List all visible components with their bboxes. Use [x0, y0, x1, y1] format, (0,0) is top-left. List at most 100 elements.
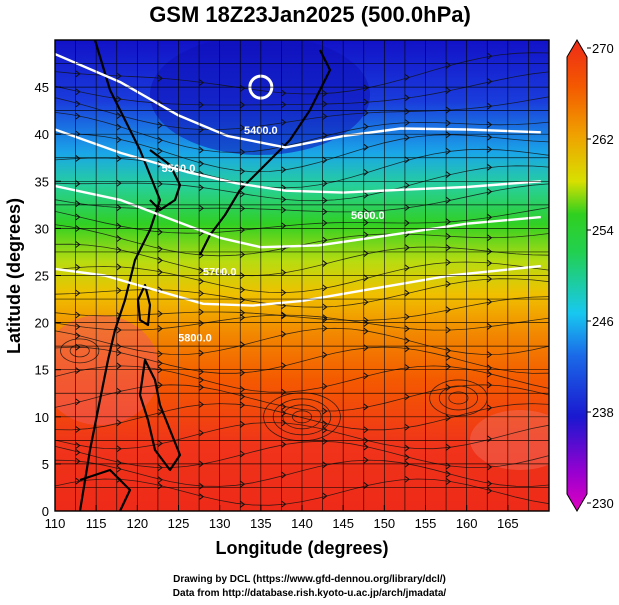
height-contour: [55, 264, 541, 307]
streamline-arrow: [487, 480, 493, 487]
y-tick-label: 45: [35, 80, 49, 95]
streamline-arrow: [116, 287, 122, 294]
coastline-korea: [149, 149, 182, 212]
x-tick-label: 110: [45, 516, 66, 531]
streamline-arrow: [157, 180, 163, 188]
streamline-arrow: [116, 326, 122, 334]
streamline-arrow: [363, 168, 369, 176]
streamline-arrow: [445, 131, 452, 139]
streamline-arrow: [240, 393, 246, 400]
streamline-arrow: [322, 316, 328, 323]
streamline-arrow: [198, 160, 205, 168]
streamline-arrow: [322, 219, 328, 227]
streamline-arrow: [487, 146, 493, 153]
streamline-arrow: [404, 423, 410, 431]
streamline-arrow: [75, 241, 81, 248]
eddy-circulation: [69, 344, 90, 358]
streamline-arrow: [198, 383, 205, 391]
streamline-arrow: [240, 385, 246, 393]
streamline-arrow: [322, 303, 328, 311]
streamline-arrow: [487, 213, 493, 221]
streamline-arrow: [281, 89, 287, 97]
streamline-arrow: [198, 184, 205, 192]
streamline-arrow: [322, 284, 328, 292]
streamline-arrow: [75, 442, 81, 449]
streamline-arrow: [487, 275, 493, 283]
colorbar-tick-label: 230: [592, 496, 614, 511]
streamline-arrow: [487, 133, 493, 141]
streamline-arrow: [363, 231, 369, 239]
streamline-arrow: [404, 444, 410, 452]
streamline-arrow: [75, 180, 81, 188]
streamline-arrow: [445, 353, 452, 361]
streamline-arrow: [116, 263, 122, 271]
streamline-arrow: [487, 259, 493, 267]
streamline-arrow: [445, 478, 452, 485]
x-tick-label: 120: [126, 516, 148, 531]
eddy-circulation: [60, 338, 100, 364]
streamline-arrow: [75, 457, 81, 465]
streamline-arrow: [404, 345, 410, 353]
streamline-arrow: [116, 123, 122, 131]
streamline-arrow: [363, 426, 369, 434]
x-tick-label: 140: [291, 516, 313, 531]
streamline-arrow: [75, 367, 81, 375]
streamline-arrow: [240, 420, 246, 428]
streamline-arrow: [281, 118, 287, 126]
colorbar-tick-label: 246: [592, 314, 614, 329]
streamline-arrow: [75, 100, 81, 108]
streamline-arrow: [157, 310, 163, 318]
streamline-arrow: [445, 414, 452, 422]
streamline-arrow: [240, 251, 246, 258]
streamline-arrow: [240, 101, 246, 109]
streamline-arrow: [445, 171, 452, 178]
streamline-arrow: [404, 244, 410, 252]
streamline-arrow: [404, 73, 410, 81]
streamline-arrow: [157, 245, 163, 253]
streamline-arrow: [363, 191, 369, 199]
streamline-arrow: [116, 72, 122, 80]
streamline-arrow: [75, 311, 81, 319]
streamline-arrow: [322, 260, 328, 267]
streamline-arrow: [198, 482, 205, 490]
streamline-arrow: [281, 441, 287, 448]
streamline-arrow: [198, 376, 205, 384]
streamline-arrow: [404, 181, 410, 189]
streamline-arrow: [404, 313, 410, 321]
streamline-arrow: [445, 326, 452, 334]
streamline-arrow: [487, 381, 493, 389]
streamline-arrow: [240, 369, 246, 377]
chart-title: GSM 18Z23Jan2025 (500.0hPa): [149, 2, 471, 27]
x-tick-label: 135: [250, 516, 272, 531]
streamline-arrow: [322, 461, 328, 469]
streamline-arrow: [404, 264, 410, 272]
streamline-arrow: [281, 403, 287, 411]
streamline-arrow: [240, 480, 246, 488]
streamline-arrow: [240, 124, 246, 132]
streamline-arrow: [240, 500, 246, 508]
streamline-arrow: [157, 268, 163, 276]
eddy-circulation: [448, 391, 469, 405]
streamline-arrow: [198, 146, 205, 154]
streamline-arrow: [157, 228, 163, 236]
streamline-arrow: [116, 235, 122, 242]
streamline-arrow: [322, 90, 328, 97]
streamline-arrow: [445, 363, 452, 371]
streamline-arrow: [157, 350, 163, 358]
y-tick-label: 20: [35, 316, 49, 331]
streamline-arrow: [240, 148, 246, 156]
streamline-arrow: [75, 88, 81, 96]
eddy-circulation: [438, 385, 479, 411]
streamline-arrow: [322, 407, 328, 415]
streamline-arrow: [240, 401, 246, 409]
streamline-arrow: [487, 163, 493, 171]
streamline-arrow: [240, 341, 246, 349]
streamline-arrow: [116, 465, 122, 473]
streamline-arrow: [487, 78, 493, 85]
streamline-arrow: [157, 464, 163, 472]
streamline-arrow: [363, 320, 369, 327]
streamline-arrow: [240, 450, 246, 458]
streamline-arrow: [116, 112, 122, 120]
streamline-arrow: [157, 476, 163, 484]
streamline-arrow: [322, 420, 328, 428]
